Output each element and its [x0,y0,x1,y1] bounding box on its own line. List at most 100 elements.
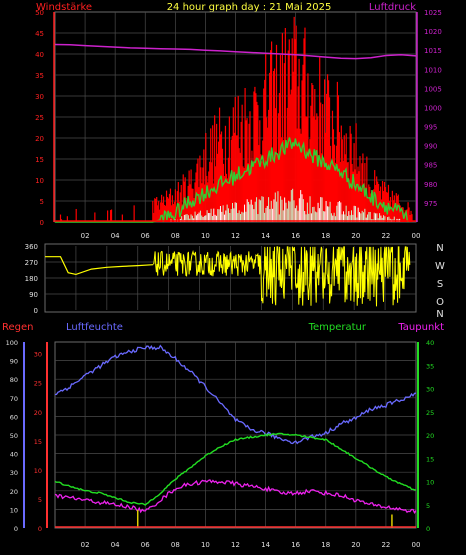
temperature-y-tick-label: 30 [426,386,434,394]
pressure-y-tick-label: 985 [424,162,437,170]
wind-x-tick-label: 02 [81,232,90,240]
wind-x-tick-label: 00 [412,232,421,240]
wind-y-tick-label: 20 [35,135,44,143]
pressure-y-tick-label: 1015 [424,47,442,55]
rain-y-tick-label: 10 [34,467,42,475]
wind-x-tick-label: 08 [171,232,180,240]
rain-y-tick-label: 25 [34,380,42,388]
wind-y-tick-label: 40 [35,51,44,59]
rain-y-tick-label: 30 [34,351,42,359]
humidity-y-tick-label: 10 [10,506,18,514]
wind-y-tick-label: 35 [35,72,44,80]
temperature-line [54,432,417,506]
wind-y-tick-label: 10 [35,177,44,185]
wind-x-tick-label: 14 [261,232,270,240]
climate-x-tick-label: 12 [231,541,240,549]
compass-label-o: O [436,297,444,308]
climate-x-tick-label: 04 [111,541,120,549]
wind-x-tick-label: 10 [201,232,210,240]
pressure-y-tick-label: 990 [424,143,437,151]
climate-x-tick-label: 22 [381,541,390,549]
rain-y-tick-label: 5 [38,496,42,504]
wind-y-tick-label: 25 [35,114,44,122]
wind-series [54,16,417,223]
wind-axis-label: Windstärke [36,2,92,13]
temperature-y-tick-label: 5 [426,502,430,510]
humidity-y-tick-label: 80 [10,376,18,384]
climate-x-tick-label: 16 [291,541,300,549]
wind-y-tick-label: 5 [40,198,44,206]
pressure-y-tick-label: 980 [424,181,437,189]
wind-x-tick-label: 18 [321,232,330,240]
humidity-y-tick-label: 90 [10,358,18,366]
temperature-y-tick-label: 15 [426,455,434,463]
humidity-y-tick-label: 60 [10,413,18,421]
compass-label-n: N [436,243,443,254]
compass-label-w: W [435,261,445,272]
direction-y-tick-label: 180 [25,275,38,283]
climate-x-tick-label: 20 [351,541,360,549]
pressure-y-tick-label: 1020 [424,28,442,36]
humidity-y-tick-label: 30 [10,469,18,477]
wind-x-tick-label: 22 [381,232,390,240]
dewpoint-line [54,479,417,515]
temperature-y-tick-label: 40 [426,339,434,347]
pressure-y-tick-label: 1010 [424,66,442,74]
humidity-line [54,344,417,445]
pressure-y-tick-label: 975 [424,200,437,208]
direction-line [45,256,154,276]
climate-x-tick-label: 06 [141,541,150,549]
wind-x-tick-label: 06 [141,232,150,240]
rain-y-tick-label: 15 [34,438,42,446]
humidity-label: Luftfeuchte [66,322,123,333]
humidity-y-tick-label: 0 [14,525,18,533]
axes: 0510152025303540455097598098599099510001… [6,9,442,549]
chart-title: 24 hour graph day : 21 Mai 2025 [167,2,332,13]
climate-series [54,344,417,528]
direction-y-tick-label: 270 [25,259,38,267]
wind-y-tick-label: 45 [35,30,44,38]
rain-y-tick-label: 0 [38,525,42,533]
compass-label-n: N [436,309,443,320]
rain-label: Regen [2,322,34,333]
direction-noise-line [152,246,411,307]
wind-x-tick-label: 04 [111,232,120,240]
climate-x-tick-label: 08 [171,541,180,549]
temperature-y-tick-label: 35 [426,362,434,370]
climate-x-tick-label: 00 [412,541,421,549]
humidity-y-tick-label: 20 [10,488,18,496]
direction-series [45,246,411,307]
temperature-y-tick-label: 20 [426,432,434,440]
climate-x-tick-label: 02 [81,541,90,549]
pressure-line [54,43,417,60]
pressure-y-tick-label: 995 [424,124,437,132]
pressure-y-tick-label: 1005 [424,85,442,93]
direction-y-tick-label: 0 [34,307,38,315]
climate-x-tick-label: 18 [321,541,330,549]
direction-y-tick-label: 360 [25,243,38,251]
climate-x-tick-label: 14 [261,541,270,549]
climate-x-tick-label: 10 [201,541,210,549]
wind-x-tick-label: 12 [231,232,240,240]
wind-x-tick-label: 20 [351,232,360,240]
wind-y-tick-label: 0 [40,219,44,227]
pressure-axis-label: Luftdruck [369,2,416,13]
temperature-y-tick-label: 25 [426,409,434,417]
wind-x-tick-label: 16 [291,232,300,240]
pressure-y-tick-label: 1025 [424,9,442,17]
dewpoint-label: Taupunkt [397,322,444,333]
pressure-y-tick-label: 1000 [424,104,442,112]
rain-y-tick-label: 20 [34,409,42,417]
compass-label-s: S [437,279,443,290]
temperature-y-tick-label: 0 [426,525,430,533]
wind-y-tick-label: 30 [35,93,44,101]
direction-y-tick-label: 90 [29,291,38,299]
temperature-y-tick-label: 10 [426,479,434,487]
wind-y-tick-label: 15 [35,156,44,164]
humidity-y-tick-label: 40 [10,451,18,459]
wind-y-tick-label: 50 [35,9,44,17]
humidity-y-tick-label: 50 [10,432,18,440]
